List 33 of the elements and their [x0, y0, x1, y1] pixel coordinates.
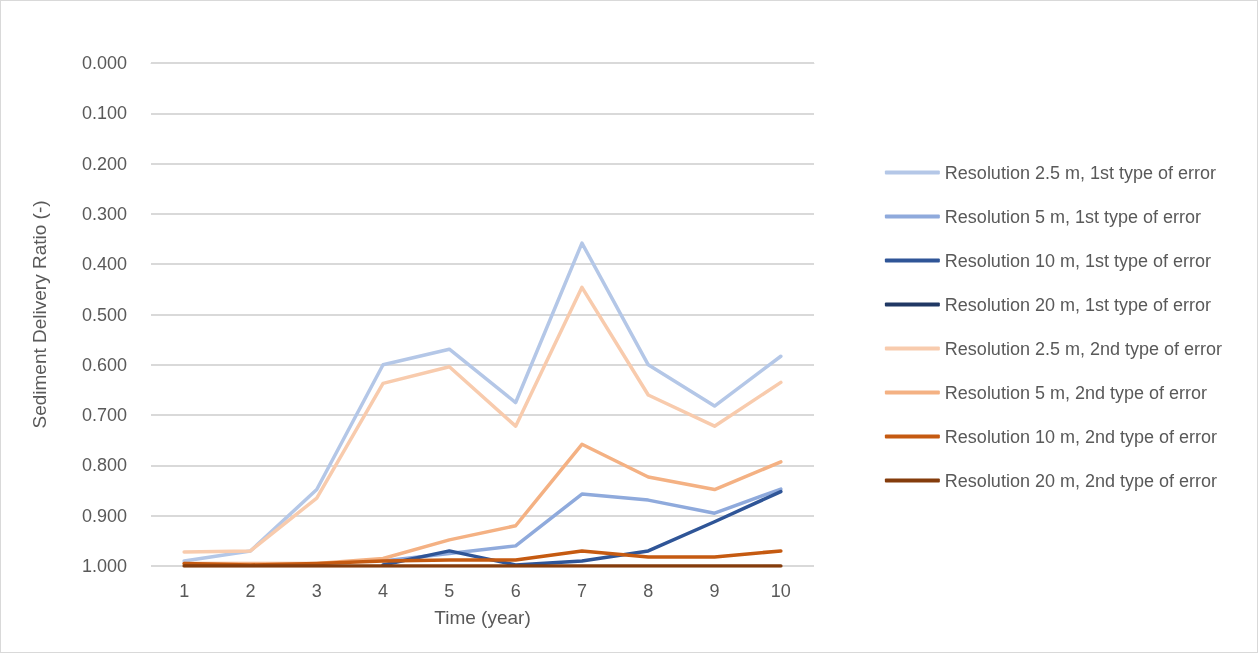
- legend-label: Resolution 5 m, 1st type of error: [944, 206, 1201, 227]
- x-tick-label: 3: [311, 581, 322, 601]
- line-series: [182, 241, 783, 563]
- legend-label: Resolution 20 m, 2nd type of error: [944, 470, 1218, 491]
- y-tick-label: 0.400: [81, 254, 127, 275]
- legend-label: Resolution 5 m, 2nd type of error: [944, 382, 1207, 403]
- x-tick-label: 10: [770, 581, 791, 601]
- legend-label: Resolution 2.5 m, 2nd type of error: [944, 338, 1223, 359]
- y-tick-label: 0.800: [81, 455, 127, 476]
- legend-label: Resolution 2.5 m, 1st type of error: [944, 162, 1216, 183]
- line-series: [182, 285, 783, 554]
- y-tick-label: 0.100: [81, 103, 127, 124]
- x-tick-label: 6: [510, 581, 521, 601]
- legend-label: Resolution 20 m, 1st type of error: [944, 294, 1211, 315]
- x-tick-label: 5: [444, 581, 455, 601]
- legend-label: Resolution 10 m, 1st type of error: [944, 250, 1211, 271]
- y-tick-label: 0.500: [81, 304, 127, 325]
- y-tick-label: 1.000: [81, 556, 127, 576]
- x-axis-title: Time (year): [434, 607, 531, 628]
- x-tick-label: 8: [643, 581, 654, 601]
- y-axis-title: Sediment Delivery Ratio (-): [29, 200, 50, 429]
- y-tick-label: 0.700: [81, 405, 127, 426]
- y-tick-label: 0.300: [81, 203, 127, 224]
- x-tick-label: 4: [378, 581, 389, 601]
- x-tick-label: 1: [179, 581, 190, 601]
- x-tick-label: 2: [245, 581, 256, 601]
- legend-label: Resolution 10 m, 2nd type of error: [944, 426, 1218, 447]
- y-tick-label: 0.200: [81, 153, 127, 174]
- y-tick-label: 0.600: [81, 354, 127, 375]
- x-tick-label: 7: [576, 581, 587, 601]
- x-tick-label: 9: [709, 581, 720, 601]
- y-tick-label: 0.900: [81, 505, 127, 526]
- y-tick-label: 0.000: [81, 53, 127, 73]
